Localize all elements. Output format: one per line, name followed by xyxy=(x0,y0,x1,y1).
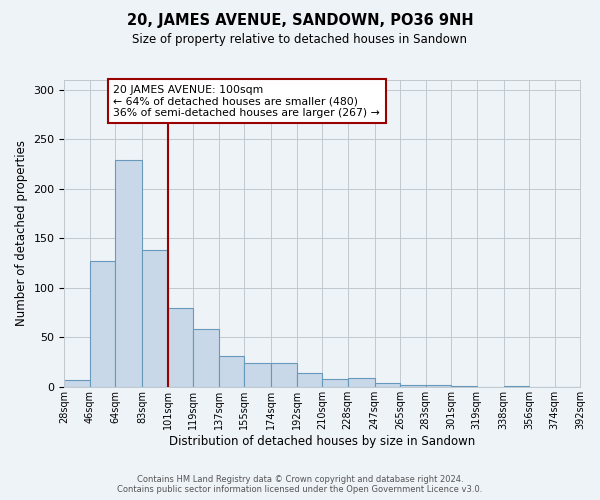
Text: Size of property relative to detached houses in Sandown: Size of property relative to detached ho… xyxy=(133,32,467,46)
Bar xyxy=(219,356,244,387)
Bar xyxy=(322,379,347,387)
Bar xyxy=(503,386,529,387)
Bar xyxy=(271,363,297,387)
Bar xyxy=(115,160,142,387)
Bar xyxy=(400,385,425,387)
Bar xyxy=(451,386,476,387)
Bar xyxy=(90,261,115,387)
Text: 20 JAMES AVENUE: 100sqm
← 64% of detached houses are smaller (480)
36% of semi-d: 20 JAMES AVENUE: 100sqm ← 64% of detache… xyxy=(113,84,380,118)
Text: Contains HM Land Registry data © Crown copyright and database right 2024.
Contai: Contains HM Land Registry data © Crown c… xyxy=(118,474,482,494)
Bar xyxy=(142,250,168,387)
Y-axis label: Number of detached properties: Number of detached properties xyxy=(15,140,28,326)
Bar xyxy=(347,378,374,387)
X-axis label: Distribution of detached houses by size in Sandown: Distribution of detached houses by size … xyxy=(169,434,475,448)
Bar xyxy=(193,330,219,387)
Bar xyxy=(374,383,400,387)
Bar xyxy=(64,380,90,387)
Bar xyxy=(425,385,451,387)
Bar xyxy=(244,363,271,387)
Bar xyxy=(168,308,193,387)
Text: 20, JAMES AVENUE, SANDOWN, PO36 9NH: 20, JAMES AVENUE, SANDOWN, PO36 9NH xyxy=(127,12,473,28)
Bar xyxy=(297,373,322,387)
